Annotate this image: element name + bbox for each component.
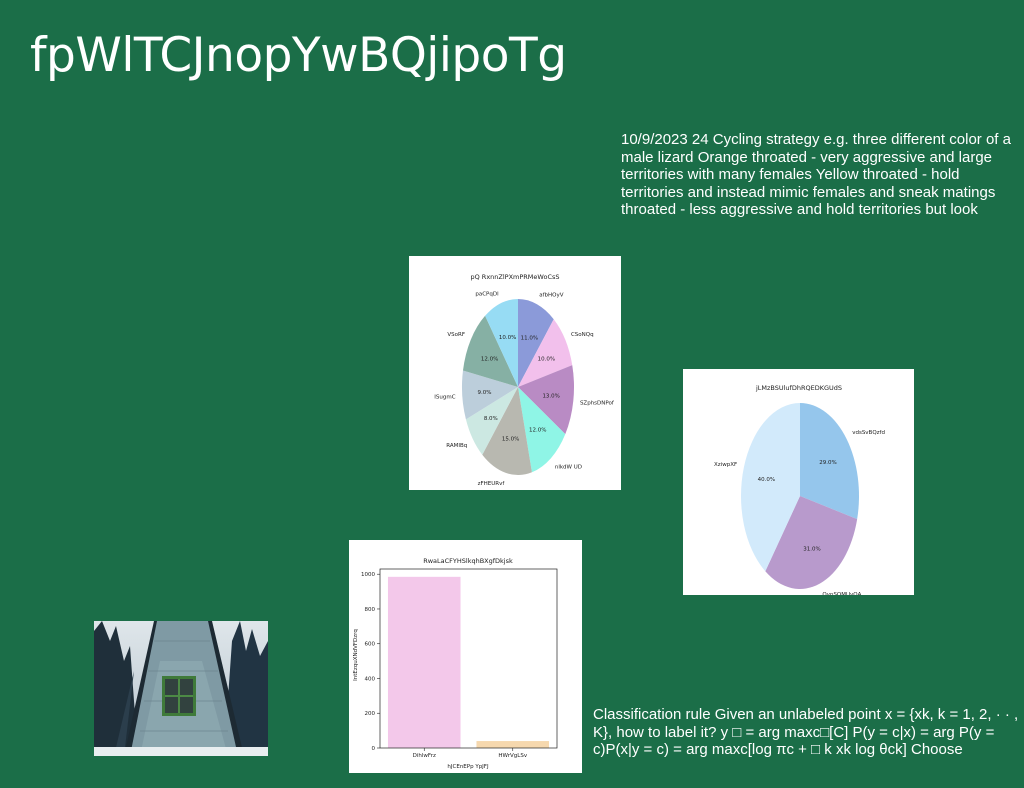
body-text-classification-rule: Classification rule Given an unlabeled p… xyxy=(593,706,1019,758)
y-tick-label: 200 xyxy=(365,711,376,717)
pie-category-label: paCPqDl xyxy=(475,291,499,297)
pie-chart-card-2: jLMzBSUlufDhRQEDKGUdS 29.0% vdsSvBQzfd 31.… xyxy=(683,369,914,595)
pie-category-label: CSoNQq xyxy=(571,332,594,338)
pie-slice xyxy=(741,403,800,572)
y-tick-label: 1000 xyxy=(361,572,375,578)
pie-slice xyxy=(518,387,566,473)
plot-frame xyxy=(379,568,558,749)
pie-percent-label: 15.0% xyxy=(502,437,519,443)
y-tick-label: 800 xyxy=(365,607,376,613)
bar xyxy=(387,576,461,748)
y-tick-label: 400 xyxy=(365,676,376,682)
pie-slice xyxy=(518,319,573,387)
pie-chart-card-1: pQ RxnnZlPXmPRMeWoCsS 11.0% afbHOyV 10.0% C… xyxy=(409,256,621,490)
y-axis-label: IntEzquXNdVFDzrq xyxy=(353,629,359,681)
pie-slice xyxy=(465,387,518,455)
pie-category-label: XziwpXF xyxy=(714,462,737,468)
chart-title: RwaLaCFYHSlkqhBXgfDkjsk xyxy=(423,557,513,565)
pie-percent-label: 13.0% xyxy=(542,393,559,399)
pie-slice xyxy=(462,315,518,387)
y-tick-label: 0 xyxy=(372,746,376,752)
x-tick-label: HWrVgLSv xyxy=(498,753,527,759)
pie-slice xyxy=(482,387,532,475)
pie-category-label: vdsSvBQzfd xyxy=(852,430,885,436)
pie-percent-label: 10.0% xyxy=(538,357,555,363)
chart-title: pQ RxnnZlPXmPRMeWoCsS xyxy=(471,273,560,281)
bar-chart-card: RwaLaCFYHSlkqhBXgfDkjsk IntEzquXNdVFDzrq… xyxy=(349,540,582,773)
pie-category-label: afbHOyV xyxy=(539,292,564,298)
pie-slice xyxy=(518,299,554,387)
pie-category-label: ISugmC xyxy=(434,394,455,400)
bar-chart: RwaLaCFYHSlkqhBXgfDkjsk IntEzquXNdVFDzrq… xyxy=(353,557,558,770)
pie-slice xyxy=(518,365,574,435)
body-text-lizard-strategy: 10/9/2023 24 Cycling strategy e.g. three… xyxy=(621,131,1011,218)
slide-title: fpWlTCJnopYwBQjipoTg xyxy=(30,28,567,83)
pie-percent-label: 29.0% xyxy=(819,460,836,466)
a-frame-cabin-photo xyxy=(94,621,268,756)
pie-category-label: zFHEURvf xyxy=(478,481,506,487)
pie-percent-label: 9.0% xyxy=(478,390,492,396)
x-tick-label: DihlwFrz xyxy=(413,753,436,759)
pie-category-label: OynSOMUyQA xyxy=(822,592,861,595)
pie-chart-2: jLMzBSUlufDhRQEDKGUdS 29.0% vdsSvBQzfd 31.… xyxy=(714,384,885,595)
pie-percent-label: 10.0% xyxy=(499,335,516,341)
pie-percent-label: 31.0% xyxy=(803,547,820,553)
pie-chart-1: pQ RxnnZlPXmPRMeWoCsS 11.0% afbHOyV 10.0% C… xyxy=(434,273,615,487)
pie-category-label: SZphsDNPof xyxy=(580,400,615,406)
bar xyxy=(476,741,550,748)
pie-category-label: RAMIBq xyxy=(446,443,467,449)
pie-percent-label: 40.0% xyxy=(758,477,775,483)
pie-slice xyxy=(485,299,518,387)
y-tick-label: 600 xyxy=(365,642,376,648)
chart-title: jLMzBSUlufDhRQEDKGUdS xyxy=(755,384,842,392)
cabin-photo xyxy=(94,621,268,756)
pie-slice xyxy=(800,403,859,520)
pie-slice xyxy=(462,370,518,420)
pie-slice xyxy=(765,496,858,589)
pie-category-label: VSoRF xyxy=(447,332,465,338)
pie-percent-label: 8.0% xyxy=(484,416,498,422)
pie-percent-label: 12.0% xyxy=(481,357,498,363)
pie-percent-label: 11.0% xyxy=(521,335,538,341)
x-axis-label: hJCEnEPp YpJFJ xyxy=(447,764,489,770)
pie-category-label: nlkdW UD xyxy=(555,465,582,471)
pie-percent-label: 12.0% xyxy=(529,428,546,434)
